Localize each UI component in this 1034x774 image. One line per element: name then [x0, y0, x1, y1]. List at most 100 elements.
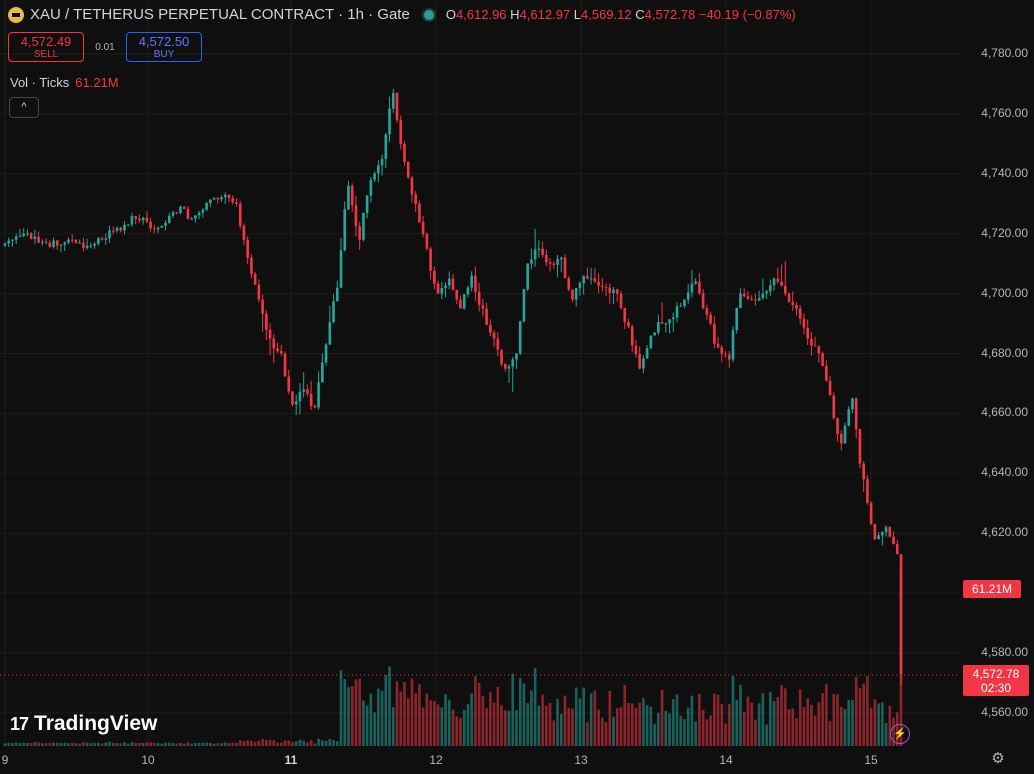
volume-bar [709, 715, 712, 746]
volume-bar [683, 719, 686, 746]
candle-body [537, 248, 541, 250]
candle-body [85, 245, 89, 248]
candle-body [701, 293, 705, 309]
volume-bar [141, 742, 145, 746]
volume-bar [589, 693, 593, 746]
volume-bar [679, 715, 683, 746]
candle-body [18, 235, 22, 237]
volume-bar [309, 740, 313, 746]
volume-legend[interactable]: Vol · Ticks 61.21M [10, 75, 119, 90]
collapse-legend-button[interactable]: ^ [9, 97, 39, 118]
volume-bar [272, 740, 276, 746]
volume-bar [145, 742, 149, 746]
volume-bar [772, 701, 776, 746]
candle-body [257, 284, 261, 300]
volume-bar [705, 719, 709, 746]
volume-bar [716, 694, 720, 746]
candle-body [769, 285, 772, 292]
volume-bar [597, 709, 600, 746]
tradingview-brand[interactable]: 17 TradingView [10, 712, 157, 736]
volume-bar [250, 740, 253, 746]
volume-bar [828, 721, 832, 746]
price-axis-label: 4,760.00 [981, 105, 1028, 120]
candle-body [67, 239, 70, 243]
open-label: O [445, 7, 456, 22]
candle-body [246, 239, 249, 258]
symbol-legend: XAU / TETHERUS PERPETUAL CONTRACT · 1h ·… [8, 6, 796, 23]
candle-body [48, 242, 52, 247]
candle-body [358, 226, 361, 240]
volume-bar [873, 699, 877, 746]
volume-bar [63, 742, 67, 746]
volume-bar [93, 743, 96, 746]
candle-body [709, 314, 712, 324]
volume-bar [246, 740, 249, 746]
volume-bar [802, 706, 806, 746]
volume-bar [67, 743, 70, 746]
volume-bar [533, 667, 537, 746]
candle-body [29, 233, 33, 240]
volume-bar [182, 743, 186, 746]
volume-bar [742, 711, 746, 746]
candle-body [851, 398, 854, 410]
candle-body [630, 326, 634, 346]
volume-bar [574, 687, 578, 746]
candle-body [839, 433, 843, 444]
volume-bar [395, 681, 399, 746]
candle-body [866, 479, 869, 503]
buy-label: BUY [153, 49, 175, 60]
buy-button[interactable]: 4,572.50 BUY [126, 32, 202, 62]
candle-body [268, 329, 272, 339]
candle-body [787, 293, 791, 302]
candle-body [406, 161, 410, 178]
candle-body [783, 285, 787, 294]
volume-bar [149, 742, 152, 746]
volume-bar [231, 742, 235, 746]
price-axis-label: 4,620.00 [981, 525, 1028, 540]
candle-body [477, 291, 481, 305]
volume-bar [724, 723, 727, 746]
volume-bar [698, 693, 701, 746]
candle-body [149, 221, 152, 229]
candle-body [309, 393, 313, 406]
candle-body [41, 241, 44, 243]
volume-bar [414, 693, 417, 746]
sell-button[interactable]: 4,572.49 SELL [8, 32, 84, 62]
candle-body [335, 287, 339, 302]
volume-bar [765, 724, 768, 746]
change-value: −40.19 (−0.87%) [698, 7, 796, 22]
volume-bar [164, 742, 167, 746]
candle-body [455, 289, 459, 300]
time-axis-label: 9 [1, 753, 9, 767]
settings-gear-icon[interactable]: ⚙ [991, 750, 1005, 767]
volume-bar [238, 740, 242, 746]
bolt-icon[interactable]: ⚡ [890, 724, 910, 744]
candle-body [649, 335, 653, 349]
candle-body [485, 308, 488, 325]
candle-body [171, 212, 175, 216]
volume-bar [619, 707, 623, 746]
candle-body [750, 298, 753, 300]
candle-body [343, 209, 347, 251]
candle-body [545, 254, 548, 263]
volume-bar [298, 739, 302, 746]
candle-body [589, 278, 593, 280]
last-price-value: 4,572.78 [972, 667, 1020, 681]
candle-body [571, 289, 574, 300]
candle-body [380, 158, 384, 166]
candle-body [742, 293, 746, 297]
volume-bar [810, 704, 813, 746]
volume-bar [817, 702, 821, 746]
volume-bar [612, 716, 615, 746]
volume-bar [429, 700, 432, 746]
candle-body [881, 532, 884, 536]
candle-body [899, 554, 903, 674]
candle-body [97, 238, 100, 244]
candle-body [664, 323, 668, 325]
volume-bar [380, 690, 384, 746]
symbol-title[interactable]: XAU / TETHERUS PERPETUAL CONTRACT · 1h ·… [30, 6, 410, 23]
candle-body [55, 240, 59, 246]
candle-body [384, 134, 388, 159]
sell-label: SELL [33, 49, 59, 60]
